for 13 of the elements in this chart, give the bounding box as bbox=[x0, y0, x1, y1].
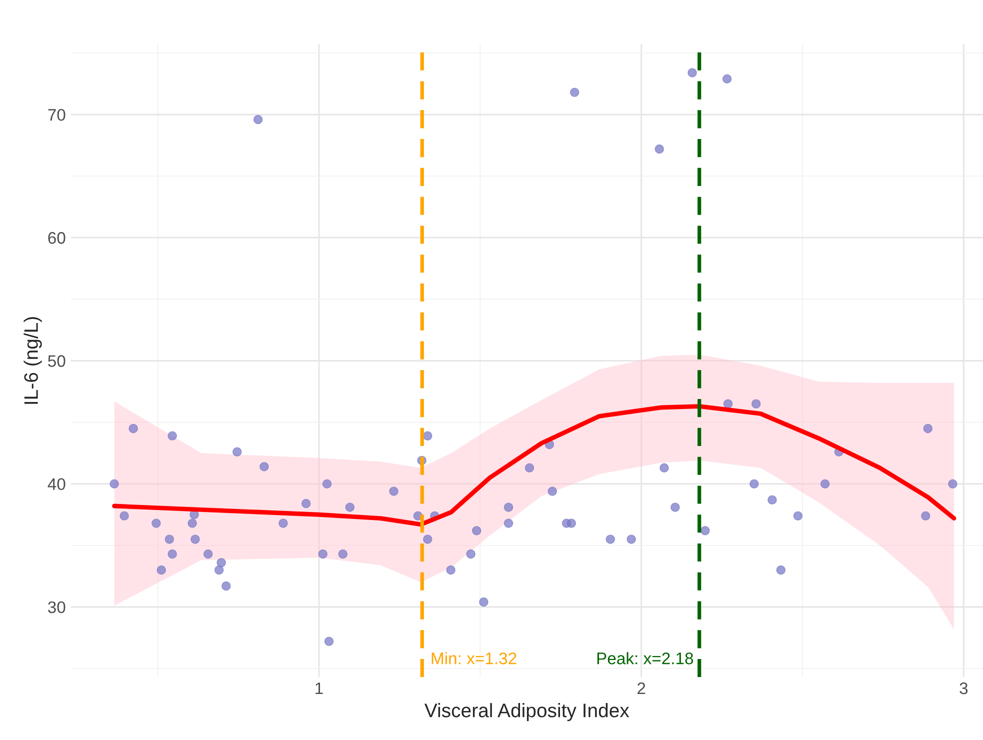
y-tick-label: 30 bbox=[48, 601, 66, 614]
x-tick-label: 2 bbox=[638, 682, 646, 694]
y-tick-label: 70 bbox=[48, 108, 66, 121]
ref-line-label: Peak: x=2.18 bbox=[597, 652, 694, 664]
x-axis-title: Visceral Adiposity Index bbox=[424, 703, 630, 722]
y-tick-label: 60 bbox=[48, 232, 66, 244]
y-tick-label: 50 bbox=[48, 355, 66, 367]
ref-line-label: Min: x=1.32 bbox=[432, 652, 516, 664]
y-axis-title: IL-6 (ng/L) bbox=[24, 317, 42, 404]
line-series bbox=[112, 404, 956, 527]
x-tick-label: 1 bbox=[316, 682, 323, 694]
y-tick-label: 40 bbox=[48, 478, 66, 490]
x-tick-label: 3 bbox=[960, 682, 968, 694]
